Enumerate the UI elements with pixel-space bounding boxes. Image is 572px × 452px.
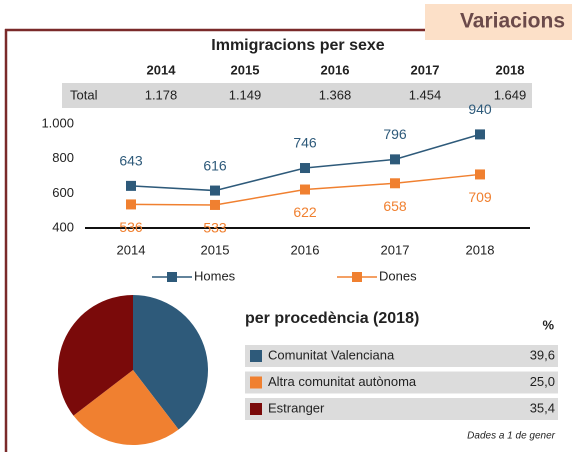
x-tick-label: 2018	[466, 242, 495, 257]
legend-label: Altra comunitat autònoma	[268, 374, 417, 389]
legend-row	[245, 398, 558, 420]
legend-swatch	[250, 403, 262, 415]
chart-title: Immigracions per sexe	[211, 37, 385, 54]
pie-title: per procedència (2018)	[245, 310, 419, 327]
y-tick-label: 800	[52, 150, 74, 165]
data-label: 940	[468, 101, 492, 117]
point	[475, 129, 485, 140]
legend-row	[245, 371, 558, 394]
legend-swatch	[250, 350, 262, 362]
legend-label: Comunitat Valenciana	[268, 347, 395, 362]
data-label: 658	[383, 198, 407, 214]
row-label: Total	[70, 87, 98, 102]
point	[210, 199, 220, 210]
legend-label: Homes	[194, 268, 236, 283]
column-header: 2018	[496, 62, 525, 77]
x-tick-label: 2015	[201, 242, 230, 257]
legend-marker	[352, 272, 362, 282]
total-value: 1.149	[229, 87, 262, 102]
legend-swatch	[250, 376, 262, 389]
total-row	[62, 83, 532, 108]
pie-slice	[73, 370, 179, 446]
legend-marker	[167, 272, 177, 282]
x-tick-label: 2016	[291, 242, 320, 257]
point	[300, 184, 310, 195]
y-tick-label: 600	[52, 185, 74, 200]
data-label: 536	[119, 219, 143, 235]
point	[390, 154, 400, 165]
legend-row	[245, 345, 558, 367]
data-label: 643	[119, 153, 143, 169]
data-label: 709	[468, 189, 492, 205]
value-label: 39,6	[530, 347, 555, 362]
column-header: 2017	[411, 62, 440, 77]
y-tick-label: 1.000	[41, 115, 74, 130]
x-tick-label: 2014	[117, 242, 146, 257]
total-value: 1.649	[494, 87, 527, 102]
x-tick-label: 2017	[381, 242, 410, 257]
legend-label: Dones	[379, 268, 417, 283]
total-value: 1.178	[145, 87, 178, 102]
header-title: Variacions	[460, 10, 565, 33]
value-header: %	[542, 317, 554, 332]
column-header: 2014	[147, 62, 177, 77]
point	[126, 180, 136, 191]
point	[210, 185, 220, 196]
total-value: 1.368	[319, 87, 352, 102]
point	[475, 169, 485, 180]
data-label: 746	[293, 135, 317, 151]
data-label: 616	[203, 157, 227, 173]
point	[300, 163, 310, 174]
header-box	[425, 4, 572, 40]
column-header: 2015	[231, 62, 260, 77]
pie-slice	[57, 295, 133, 416]
data-label: 796	[383, 126, 407, 142]
point	[390, 178, 400, 189]
column-header: 2016	[321, 62, 350, 77]
data-label: 622	[293, 204, 317, 220]
value-label: 25,0	[530, 374, 555, 389]
value-label: 35,4	[530, 400, 555, 415]
total-value: 1.454	[409, 87, 442, 102]
data-label: 533	[203, 220, 227, 236]
pie-slice	[133, 295, 209, 430]
legend-label: Estranger	[268, 400, 325, 415]
note: Dades a 1 de gener	[467, 431, 556, 442]
point	[126, 199, 136, 210]
y-tick-label: 400	[52, 219, 74, 234]
